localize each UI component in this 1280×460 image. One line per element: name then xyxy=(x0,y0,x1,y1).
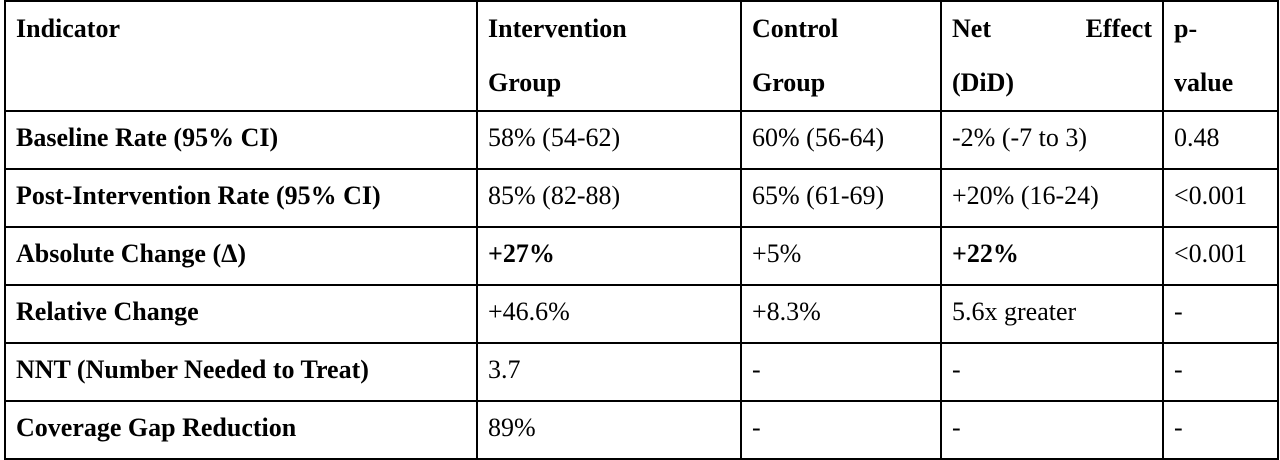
row-p-value: <0.001 xyxy=(1162,168,1279,228)
header-net-effect-line1: Net Effect xyxy=(952,3,1152,56)
row-net-effect: -2% (-7 to 3) xyxy=(940,110,1164,170)
header-p-value-line2: value xyxy=(1174,68,1234,97)
row-indicator: Relative Change xyxy=(4,284,478,344)
header-p-value: p- value xyxy=(1162,0,1279,112)
row-indicator: Coverage Gap Reduction xyxy=(4,400,478,460)
header-indicator-label: Indicator xyxy=(16,14,120,43)
row-control: 60% (56-64) xyxy=(740,110,942,170)
header-intervention-line1: Intervention xyxy=(488,14,627,43)
table-row: NNT (Number Needed to Treat) 3.7 - - - xyxy=(4,342,1279,402)
header-control-line2: Group xyxy=(752,68,826,97)
row-intervention: +46.6% xyxy=(476,284,742,344)
table-header: Indicator Intervention Group Control Gro… xyxy=(4,0,1279,112)
header-effect-word: Effect xyxy=(1085,14,1152,43)
row-net-effect: 5.6x greater xyxy=(940,284,1164,344)
row-control: +8.3% xyxy=(740,284,942,344)
header-control-line1: Control xyxy=(752,14,839,43)
row-p-value: - xyxy=(1162,284,1279,344)
row-net-effect: - xyxy=(940,342,1164,402)
row-indicator: Baseline Rate (95% CI) xyxy=(4,110,478,170)
row-p-value: 0.48 xyxy=(1162,110,1279,170)
row-control: - xyxy=(740,342,942,402)
header-control-group: Control Group xyxy=(740,0,942,112)
table-row: Post-Intervention Rate (95% CI) 85% (82-… xyxy=(4,168,1279,228)
header-row: Indicator Intervention Group Control Gro… xyxy=(4,0,1279,112)
row-p-value: - xyxy=(1162,342,1279,402)
table-row: Baseline Rate (95% CI) 58% (54-62) 60% (… xyxy=(4,110,1279,170)
row-intervention: 58% (54-62) xyxy=(476,110,742,170)
table-body: Baseline Rate (95% CI) 58% (54-62) 60% (… xyxy=(4,110,1279,460)
header-net-word: Net xyxy=(952,14,991,43)
row-net-effect: +22% xyxy=(940,226,1164,286)
row-control: - xyxy=(740,400,942,460)
row-intervention: 89% xyxy=(476,400,742,460)
row-indicator: Absolute Change (Δ) xyxy=(4,226,478,286)
header-net-effect-line2: (DiD) xyxy=(952,68,1015,97)
header-p-value-line1: p- xyxy=(1174,14,1198,43)
table-row: Absolute Change (Δ) +27% +5% +22% <0.001 xyxy=(4,226,1279,286)
row-indicator: Post-Intervention Rate (95% CI) xyxy=(4,168,478,228)
header-intervention-line2: Group xyxy=(488,68,562,97)
row-control: +5% xyxy=(740,226,942,286)
header-indicator: Indicator xyxy=(4,0,478,112)
table-row: Coverage Gap Reduction 89% - - - xyxy=(4,400,1279,460)
row-intervention: 3.7 xyxy=(476,342,742,402)
row-intervention: +27% xyxy=(476,226,742,286)
row-p-value: - xyxy=(1162,400,1279,460)
row-p-value: <0.001 xyxy=(1162,226,1279,286)
row-control: 65% (61-69) xyxy=(740,168,942,228)
row-net-effect: +20% (16-24) xyxy=(940,168,1164,228)
table-row: Relative Change +46.6% +8.3% 5.6x greate… xyxy=(4,284,1279,344)
row-intervention: 85% (82-88) xyxy=(476,168,742,228)
header-intervention-group: Intervention Group xyxy=(476,0,742,112)
results-table: Indicator Intervention Group Control Gro… xyxy=(4,0,1279,460)
header-net-effect: Net Effect (DiD) xyxy=(940,0,1164,112)
row-net-effect: - xyxy=(940,400,1164,460)
row-indicator: NNT (Number Needed to Treat) xyxy=(4,342,478,402)
